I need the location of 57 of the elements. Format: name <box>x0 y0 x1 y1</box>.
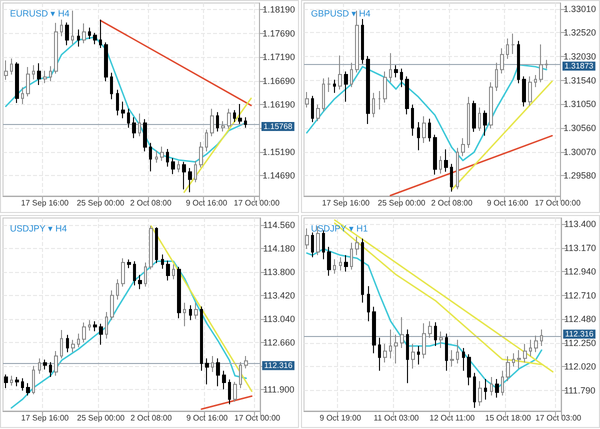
y-tick-label: 1.17690 <box>262 28 296 38</box>
text: EURUSD ▾ H4 <box>10 8 70 18</box>
y-tick-label: 1.15190 <box>262 146 296 157</box>
y-tick-label: 113.400 <box>564 219 596 230</box>
y-tick-label: 112.710 <box>564 290 596 300</box>
x-tick-label: 17 Sep 16:00 <box>322 198 370 208</box>
y-tick-label: 1.14690 <box>262 170 296 181</box>
y-tick-label: 1.32030 <box>563 51 596 62</box>
x-tick-label: 9 Oct 16:00 <box>186 414 228 422</box>
x-tick-label: 17 Oct 00:00 <box>234 414 281 422</box>
y-tick-label: 114.180 <box>263 243 296 254</box>
text: USDJPY ▾ H4 <box>10 224 67 234</box>
x-tick-label: 15 Oct 18:00 <box>485 414 532 422</box>
x-tick-label: 25 Sep 00:00 <box>76 198 125 208</box>
y-tick-label: 111.790 <box>564 385 596 396</box>
x-tick-label: 12 Oct 11:00 <box>430 414 476 422</box>
x-tick-label: 9 Oct 16:00 <box>486 198 529 208</box>
y-tick-label: 1.33010 <box>563 4 596 14</box>
y-tick-label: 112.020 <box>564 362 596 372</box>
x-tick-label: 11 Oct 03:00 <box>374 414 420 422</box>
x-tick-label: 9 Oct 16:00 <box>186 198 228 208</box>
y-tick-label: 1.18190 <box>262 4 296 15</box>
y-tick-label: 114.560 <box>263 220 296 230</box>
ref-line-label: 112.316 <box>565 330 594 339</box>
y-tick-label: 112.480 <box>564 314 596 324</box>
y-tick-label: 112.660 <box>263 337 296 348</box>
x-tick-label: 17 Sep 16:00 <box>21 414 70 422</box>
ref-line-label: 1.31873 <box>564 62 594 71</box>
y-tick-label: 1.29580 <box>563 170 596 181</box>
x-tick-label: 25 Sep 00:00 <box>77 414 126 422</box>
x-tick-label: 17 Sep 16:00 <box>21 198 70 208</box>
ref-line-label: 1.15768 <box>263 122 293 131</box>
y-tick-label: 1.30560 <box>563 122 596 133</box>
y-tick-label: 1.31540 <box>563 75 596 86</box>
ref-line-label: 112.316 <box>264 361 294 370</box>
text: GBPUSD ▾ H4 <box>311 8 371 18</box>
x-tick-label: 2 Oct 08:00 <box>130 198 172 208</box>
x-tick-label: 25 Sep 00:00 <box>378 198 426 208</box>
x-tick-label: 17 Oct 00:00 <box>234 198 280 208</box>
y-tick-label: 1.32520 <box>563 28 596 38</box>
y-tick-label: 1.16190 <box>262 99 296 110</box>
y-tick-label: 111.900 <box>263 384 294 394</box>
y-tick-label: 1.31050 <box>563 99 596 110</box>
y-tick-label: 113.040 <box>263 314 296 324</box>
y-tick-label: 113.170 <box>564 242 596 253</box>
y-tick-label: 112.940 <box>564 266 596 277</box>
y-tick-label: 113.800 <box>263 266 296 277</box>
y-tick-label: 112.250 <box>564 338 596 348</box>
x-tick-label: 2 Oct 08:00 <box>130 414 172 422</box>
y-tick-label: 1.16690 <box>262 76 296 86</box>
x-tick-label: 2 Oct 08:00 <box>431 198 473 208</box>
y-tick-label: 1.17190 <box>262 52 296 62</box>
x-tick-label: 9 Oct 19:00 <box>320 414 362 422</box>
y-tick-label: 1.30070 <box>563 146 596 157</box>
y-tick-label: 113.420 <box>263 290 296 300</box>
x-tick-label: 17 Oct 00:00 <box>534 198 582 208</box>
x-tick-label: 17 Oct 03:00 <box>535 414 582 422</box>
